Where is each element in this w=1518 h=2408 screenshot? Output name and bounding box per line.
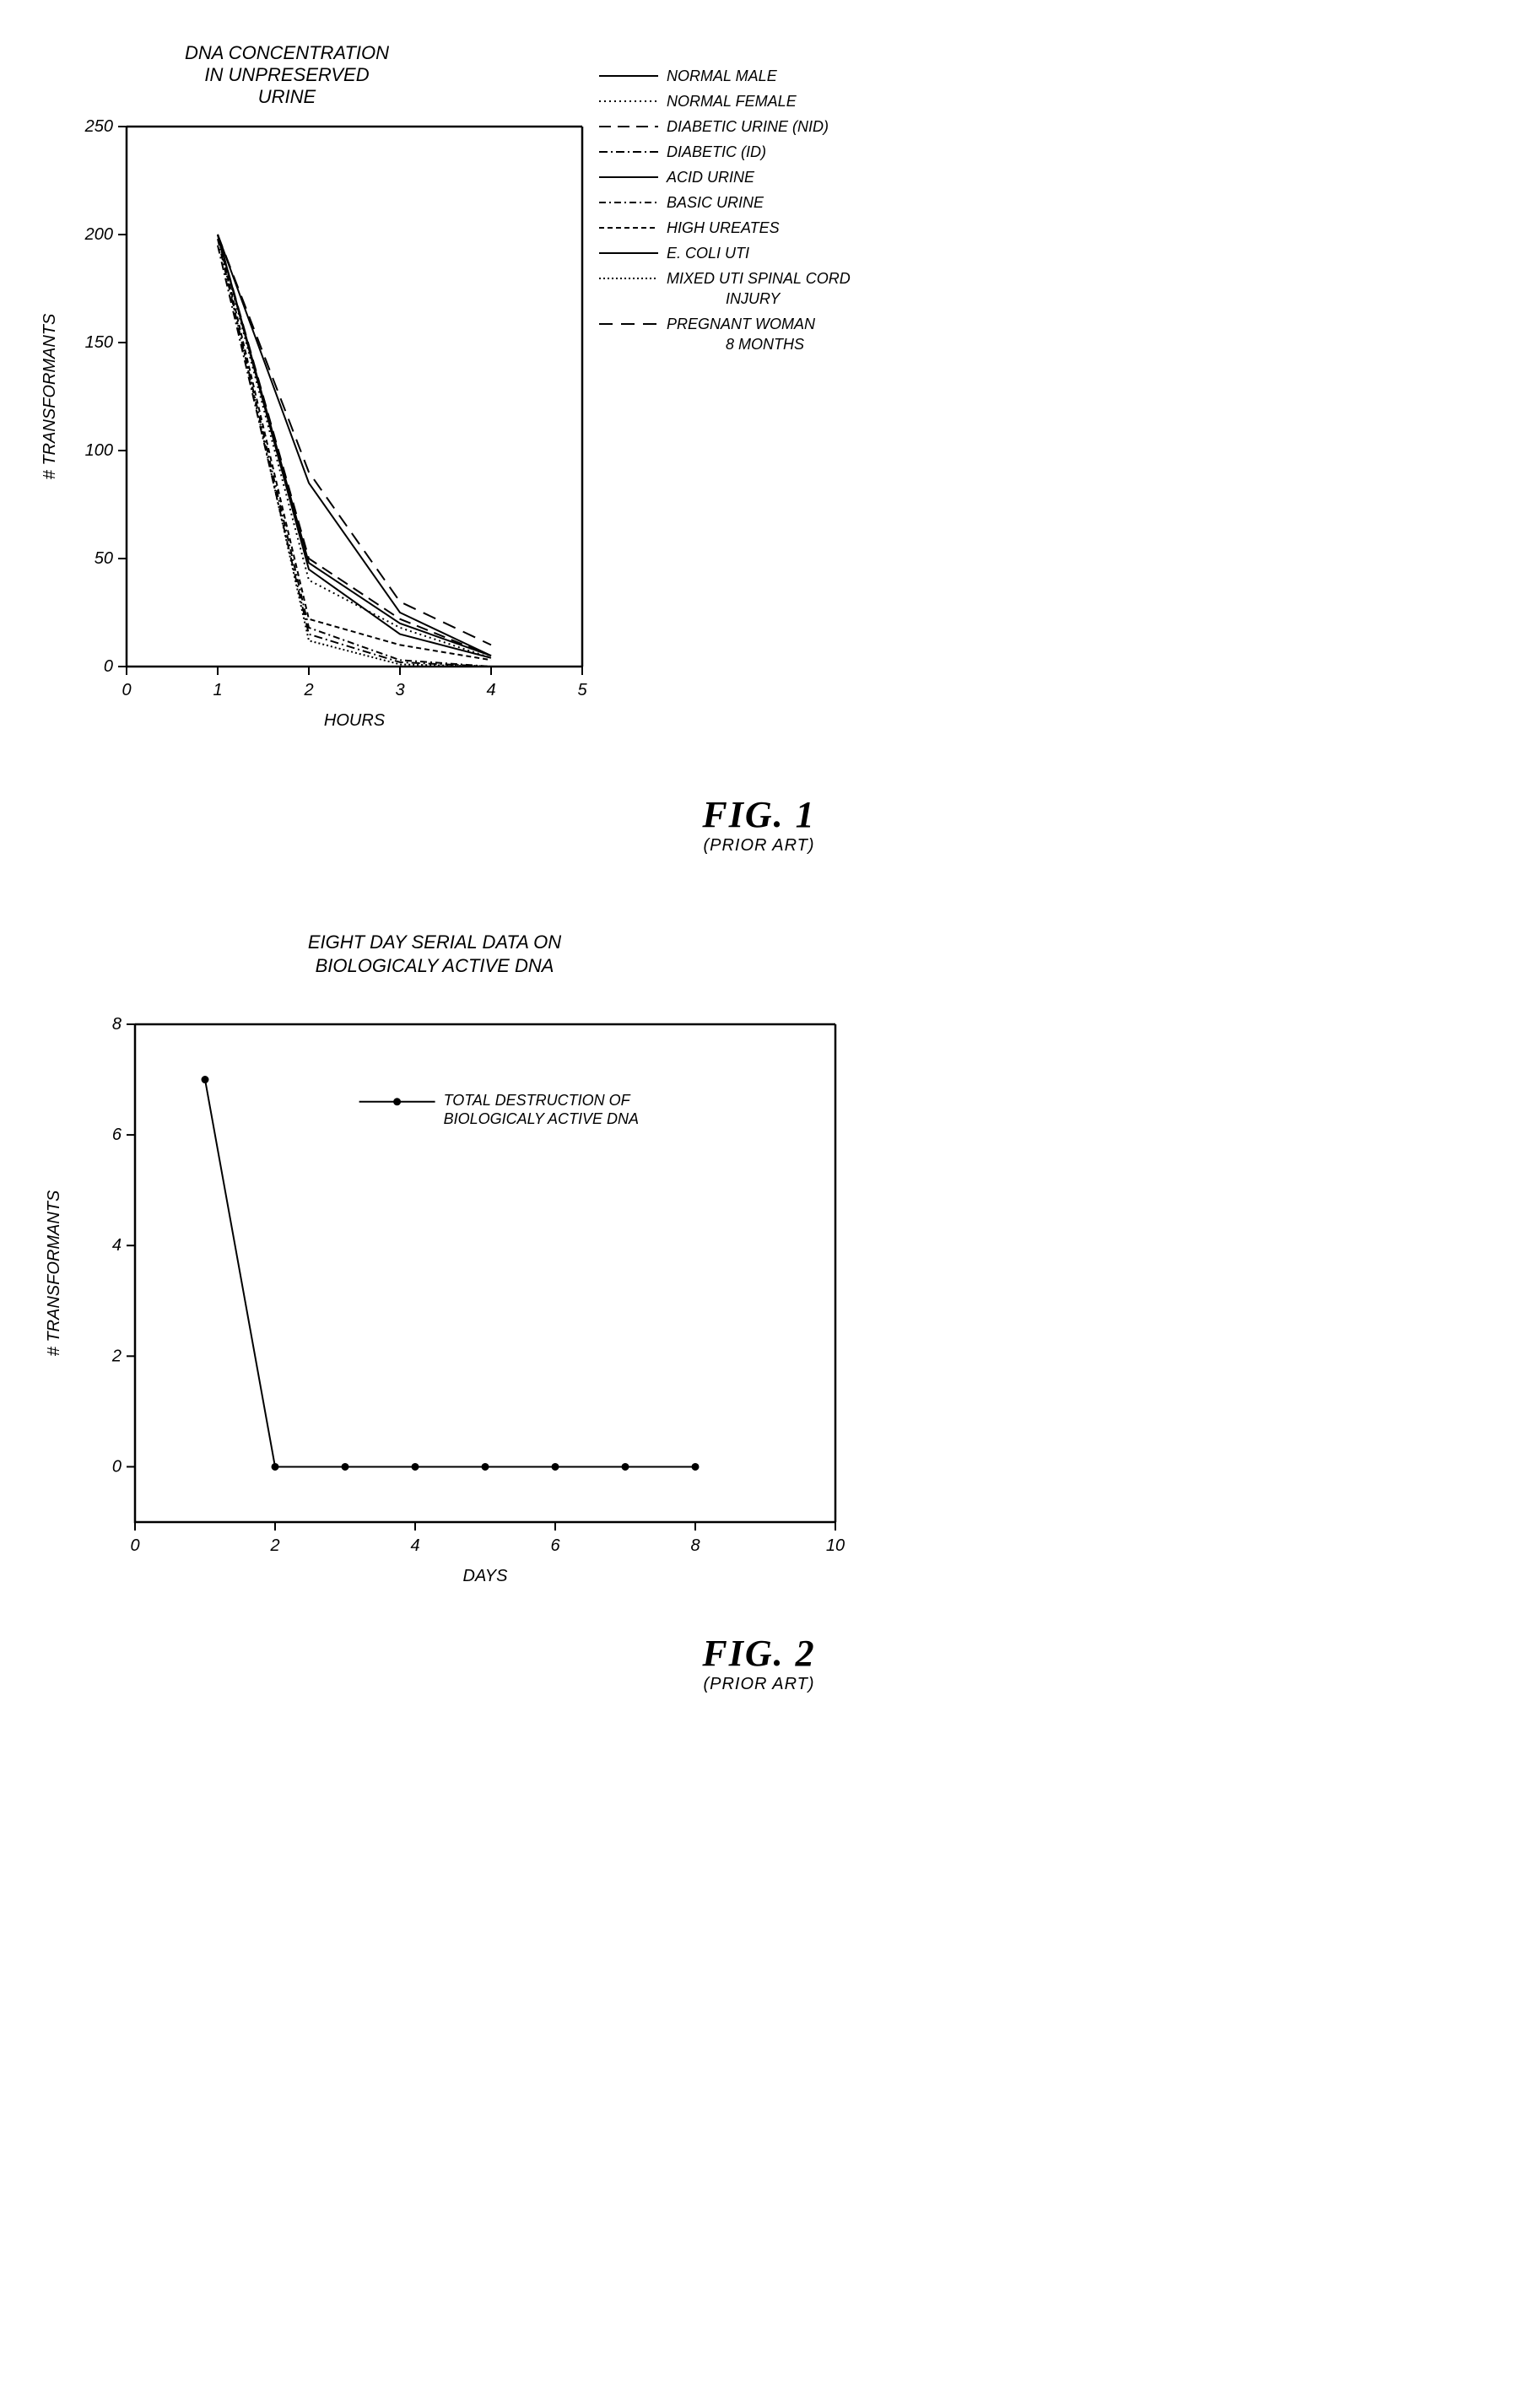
fig2-legend-marker [394,1099,401,1105]
fig1-legend-label-9-l1: PREGNANT WOMAN [667,316,816,332]
fig1-ylabel: # TRANSFORMANTS [41,313,59,479]
figure-2: EIGHT DAY SERIAL DATA ONBIOLOGICALY ACTI… [25,906,1493,1694]
fig1-axes [127,127,582,667]
fig2-xtick-label: 4 [410,1536,419,1555]
fig2-title-l1: EIGHT DAY SERIAL DATA ON [308,931,561,953]
figure-1: DNA CONCENTRATIONIN UNPRESERVEDURINE 0 1 2 3… [25,25,1493,856]
fig1-xlabel: HOURS [324,711,386,730]
fig1-legend-label-0: NORMAL MALE [667,67,778,84]
fig1-xtick-label: 4 [486,681,495,699]
fig1-legend-label-5: BASIC URINE [667,194,764,211]
fig2-ytick-label: 4 [112,1236,122,1255]
fig1-chart: DNA CONCENTRATIONIN UNPRESERVEDURINE 0 1 2 3… [25,25,1493,785]
fig2-marker-6 [622,1463,629,1470]
fig1-ytick-label: 0 [104,657,113,676]
fig2-marker-0 [202,1077,208,1083]
fig2-xtick-label: 2 [269,1536,279,1555]
fig1-legend-label-3: DIABETIC (ID) [667,143,766,160]
fig1-series-1 [218,235,491,658]
fig1-title-l2: IN UNPRESERVED [204,64,369,85]
fig2-xtick-label: 8 [690,1536,700,1555]
fig1-caption: FIG. 1 (PRIOR ART) [25,793,1493,856]
fig2-caption: FIG. 2 (PRIOR ART) [25,1632,1493,1694]
fig1-series-6 [218,235,491,660]
fig1-legend-label-6: HIGH UREATES [667,219,780,236]
fig1-ytick-label: 150 [85,333,113,352]
fig2-marker-1 [272,1463,278,1470]
fig1-legend-label-1: NORMAL FEMALE [667,93,797,110]
fig2-marker-7 [692,1463,699,1470]
fig1-legend-label-2: DIABETIC URINE (NID) [667,118,829,135]
fig2-marker-5 [552,1463,559,1470]
fig1-series-3 [218,246,491,667]
fig2-svg: EIGHT DAY SERIAL DATA ONBIOLOGICALY ACTI… [25,906,953,1623]
fig2-marker-3 [412,1463,419,1470]
fig2-xtick-label: 0 [130,1536,139,1555]
fig2-legend-l2: BIOLOGICALY ACTIVE DNA [444,1110,639,1127]
fig2-ytick-label: 2 [111,1347,122,1365]
fig1-series-7 [218,235,491,658]
fig1-legend-label-9-l2: 8 MONTHS [726,336,804,353]
fig1-legend-label-7: E. COLI UTI [667,245,749,262]
fig2-series-line [205,1080,695,1467]
fig1-xtick-label: 1 [213,681,222,699]
fig1-label: FIG. 1 [25,793,1493,836]
fig1-series-9 [218,235,491,645]
fig2-xtick-label: 6 [550,1536,560,1555]
fig2-chart: EIGHT DAY SERIAL DATA ONBIOLOGICALY ACTI… [25,906,1493,1623]
fig2-ytick-label: 8 [112,1015,122,1034]
fig2-ylabel: # TRANSFORMANTS [45,1190,63,1356]
fig2-xtick-label: 10 [826,1536,845,1555]
fig1-svg: DNA CONCENTRATIONIN UNPRESERVEDURINE 0 1 2 3… [25,25,953,785]
fig1-title-l1: DNA CONCENTRATION [185,42,389,63]
fig1-xtick-label: 0 [122,681,131,699]
fig1-series-4 [218,235,491,656]
fig2-legend-l1: TOTAL DESTRUCTION OF [444,1092,631,1109]
fig2-xlabel: DAYS [463,1567,509,1585]
fig2-marker-2 [342,1463,348,1470]
fig1-legend-label-8-l1: MIXED UTI SPINAL CORD [667,270,851,287]
fig1-xtick-label: 3 [395,681,404,699]
fig1-ytick-label: 250 [84,117,113,136]
fig1-ytick-label: 50 [95,549,113,568]
fig2-ytick-label: 0 [112,1457,122,1476]
fig2-sub: (PRIOR ART) [25,1675,1493,1694]
fig1-ytick-label: 100 [85,441,113,460]
fig1-xtick-label: 5 [577,681,587,699]
fig1-ytick-label: 200 [84,225,113,244]
fig1-legend-label-8-l2: INJURY [726,290,781,307]
fig2-label: FIG. 2 [25,1632,1493,1675]
fig2-marker-4 [482,1463,489,1470]
fig1-sub: (PRIOR ART) [25,836,1493,856]
fig2-title-l2: BIOLOGICALY ACTIVE DNA [316,955,554,976]
fig1-title-l3: URINE [258,86,316,107]
fig1-xtick-label: 2 [303,681,313,699]
fig2-ytick-label: 6 [112,1126,122,1144]
fig1-legend-label-4: ACID URINE [666,169,755,186]
